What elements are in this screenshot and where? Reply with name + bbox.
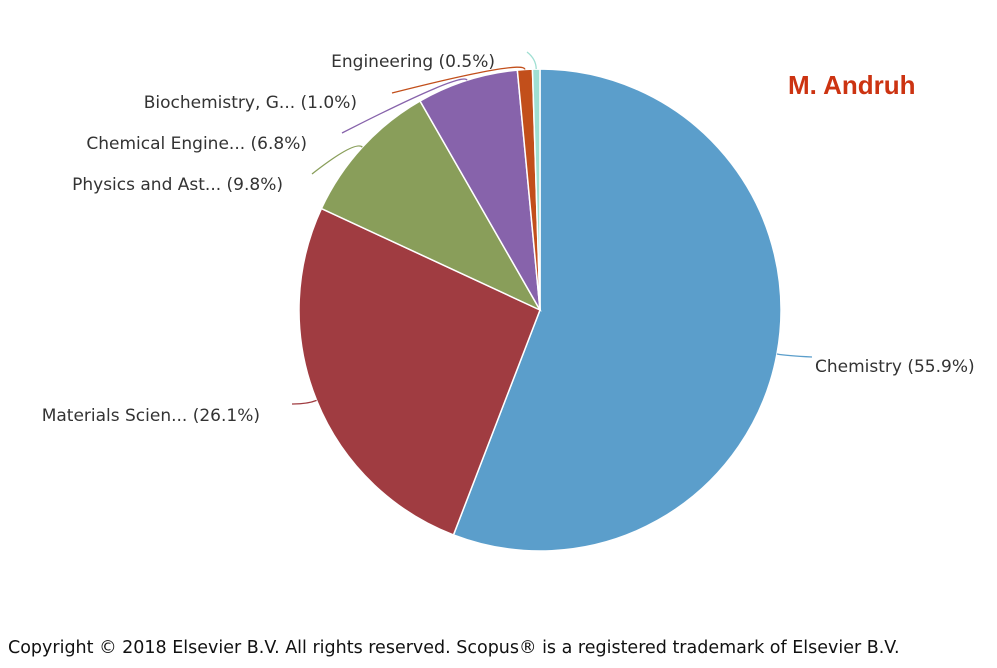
copyright-notice: Copyright © 2018 Elsevier B.V. All right… [8, 638, 900, 658]
slice-label-6: Engineering (0.5%) [331, 52, 495, 72]
pie-slice-1 [452, 68, 782, 552]
pie-slices [298, 68, 782, 552]
leader-line-1 [776, 353, 813, 358]
slice-label-3: Physics and Ast... (9.8%) [72, 175, 283, 195]
leader-line-2 [291, 399, 317, 405]
pie-slice-2 [298, 207, 541, 536]
slice-label-5: Biochemistry, G... (1.0%) [144, 93, 357, 113]
slice-labels: Chemistry (55.9%) Materials Scien... (26.… [42, 52, 975, 426]
slice-label-1: Chemistry (55.9%) [815, 357, 975, 377]
pie-slice-6 [531, 68, 541, 311]
leader-line-5 [391, 66, 526, 94]
leader-lines [291, 51, 813, 405]
leader-line-6 [526, 51, 537, 70]
slice-label-4: Chemical Engine... (6.8%) [86, 134, 307, 154]
leader-line-4 [341, 78, 468, 134]
leader-line-3 [311, 145, 363, 175]
slice-label-2: Materials Scien... (26.1%) [42, 406, 260, 426]
chart-title: M. Andruh [788, 70, 916, 100]
